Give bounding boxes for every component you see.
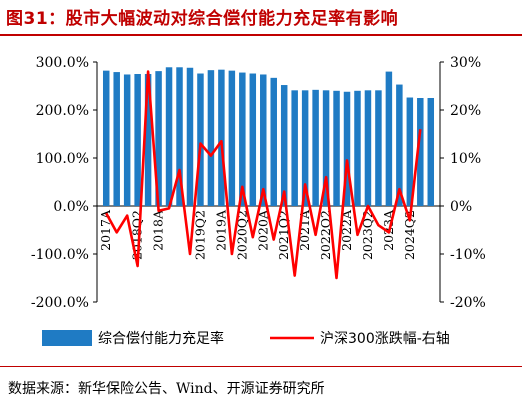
bar-mark — [270, 77, 277, 206]
chart: 300.0% 200.0% 100.0% 0.0% -100.0% -200.0% 30% 2… — [31, 55, 486, 347]
bar-mark — [123, 74, 131, 206]
bar-mark — [260, 74, 267, 206]
bar-mark — [249, 73, 257, 206]
left-tick-label: 0.0% — [53, 199, 89, 215]
bar-mark — [239, 72, 246, 206]
line-series-csi300 — [105, 70, 422, 280]
bar-mark — [312, 89, 319, 206]
bar-mark — [301, 90, 309, 206]
bar-mark — [155, 71, 162, 207]
bar-mark — [113, 72, 120, 206]
x-tick-label: 2022Q2 — [318, 210, 333, 260]
left-tick-label: -200.0% — [31, 295, 89, 311]
left-tick-label: -100.0% — [31, 247, 89, 263]
right-tick-label: -20% — [450, 295, 486, 311]
bar-mark — [343, 91, 351, 206]
left-tick-label: 300.0% — [36, 55, 89, 71]
bar-mark — [322, 90, 330, 206]
legend-bar-label: 综合偿付能力充足率 — [98, 330, 224, 347]
bar-mark — [134, 74, 141, 206]
bar-mark — [354, 90, 361, 206]
bar-mark — [144, 74, 152, 206]
legend-bar-swatch — [42, 330, 92, 346]
bar-mark — [102, 70, 110, 206]
bar-mark — [291, 90, 298, 206]
figure-title: 图31：股市大幅波动对综合偿付能力充足率有影响 — [6, 9, 399, 29]
bar-mark — [406, 97, 414, 206]
bar-mark — [385, 71, 393, 206]
bar-mark — [364, 90, 372, 206]
source-divider — [0, 366, 522, 367]
left-tick-label: 200.0% — [36, 103, 89, 119]
bar-mark — [197, 73, 204, 206]
bar-mark — [186, 67, 194, 206]
bar-mark — [207, 70, 215, 206]
bar-mark — [218, 69, 225, 207]
right-tick-label: 0% — [450, 199, 472, 215]
x-tick-label: 2020A — [255, 209, 270, 251]
x-tick-label: 2019Q2 — [192, 210, 207, 260]
bar-mark — [176, 67, 183, 206]
legend-line-label: 沪深300涨跌幅-右轴 — [320, 331, 450, 347]
bar-mark — [396, 84, 403, 206]
x-tick-label: 2018A — [151, 209, 166, 251]
left-tick-label: 100.0% — [36, 151, 89, 167]
bar-mark — [375, 90, 382, 206]
bar-mark — [417, 98, 424, 206]
right-tick-label: -10% — [450, 247, 486, 263]
title-divider — [0, 34, 522, 36]
x-tick-label: 2017A — [98, 209, 113, 251]
x-tick-label: 2019A — [213, 209, 228, 251]
bar-mark — [427, 98, 435, 206]
bar-mark — [165, 67, 173, 206]
x-tick-label: 2024Q2 — [402, 210, 417, 260]
right-tick-label: 20% — [450, 103, 481, 119]
bar-mark — [228, 70, 236, 206]
bar-mark — [280, 85, 288, 206]
right-tick-label: 30% — [450, 55, 481, 71]
source-note: 数据来源：新华保险公告、Wind、开源证券研究所 — [8, 381, 325, 397]
right-tick-label: 10% — [450, 151, 481, 167]
bar-mark — [333, 90, 340, 206]
x-tick-label: 2023Q2 — [360, 210, 375, 260]
